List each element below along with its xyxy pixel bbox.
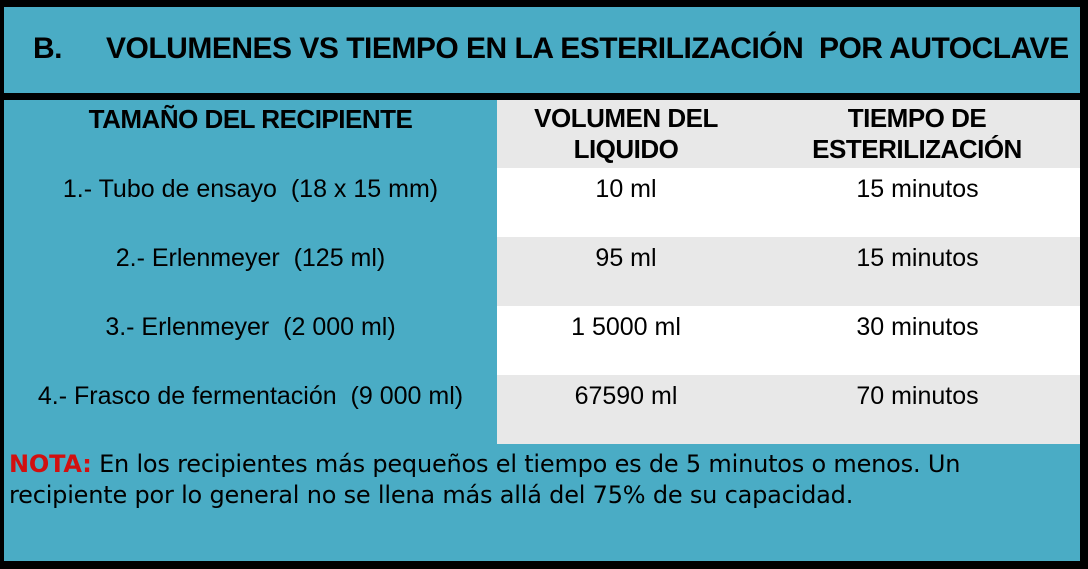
note-text: En los recipientes más pequeños el tiemp…: [9, 450, 961, 509]
border-bottom: [0, 561, 1088, 569]
container-label: 2.- Erlenmeyer (125 ml): [115, 244, 386, 272]
title-row: B. VOLUMENES VS TIEMPO EN LA ESTERILIZAC…: [33, 32, 1069, 66]
title-index: B.: [33, 32, 63, 65]
note-label: NOTA:: [9, 450, 92, 478]
title-divider: [0, 93, 1088, 100]
time-cell: 15 minutos: [856, 175, 979, 203]
column-header-tiempo: TIEMPO DE ESTERILIZACIÓN: [812, 103, 1022, 164]
row-band: [497, 237, 1080, 306]
page-title: VOLUMENES VS TIEMPO EN LA ESTERILIZACIÓN…: [106, 32, 1069, 65]
volume-cell: 1 5000 ml: [571, 313, 681, 341]
container-label: 4.- Frasco de fermentación (9 000 ml): [37, 382, 464, 410]
container-label: 1.- Tubo de ensayo (18 x 15 mm): [62, 175, 439, 203]
row-band: [497, 168, 1080, 237]
row-band: [497, 306, 1080, 375]
time-cell: 70 minutos: [856, 382, 979, 410]
time-cell: 15 minutos: [856, 244, 979, 272]
volume-cell: 95 ml: [595, 244, 657, 272]
volume-cell: 67590 ml: [574, 382, 678, 410]
column-header-recipiente: TAMAÑO DEL RECIPIENTE: [88, 104, 413, 134]
border-top: [0, 0, 1088, 7]
border-right: [1080, 0, 1088, 569]
time-cell: 30 minutos: [856, 313, 979, 341]
border-left: [0, 0, 4, 569]
note: NOTA: En los recipientes más pequeños el…: [9, 449, 1080, 511]
column-header-volumen: VOLUMEN DEL LIQUIDO: [534, 103, 718, 164]
container-label: 3.- Erlenmeyer (2 000 ml): [105, 313, 396, 341]
volume-cell: 10 ml: [595, 175, 657, 203]
row-band: [497, 375, 1080, 444]
header-band: [497, 100, 1080, 168]
